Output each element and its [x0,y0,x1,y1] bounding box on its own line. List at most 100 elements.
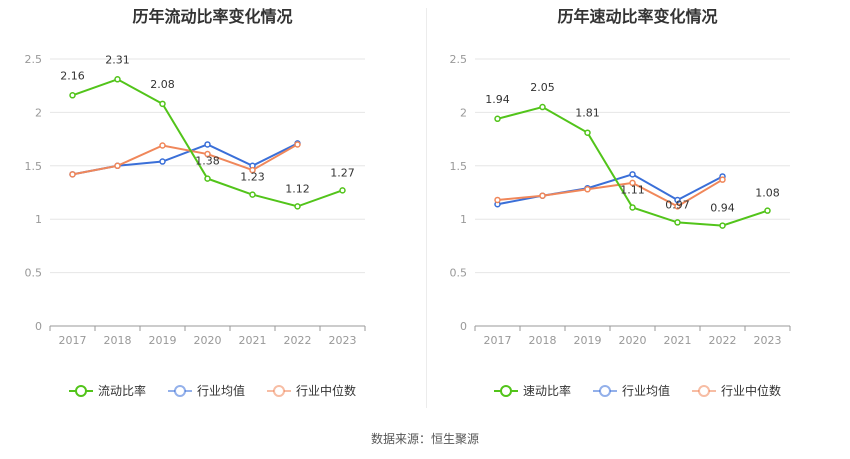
x-tick-label: 2020 [619,334,647,347]
data-point [69,171,76,178]
data-point [764,207,771,214]
y-tick-label: 2.5 [25,53,43,66]
data-point [204,175,211,182]
legend-swatch-icon [692,384,716,397]
x-tick-label: 2018 [104,334,132,347]
series-line [72,143,298,176]
plot-area: 0 0.5 1 1.5 2 2.5 2017 2018 2019 2020 2021 2022 2023… [450,53,791,347]
legend-swatch-icon [68,384,93,397]
y-tick-label: 1 [460,213,467,226]
series-line [497,178,724,208]
data-label: 2.05 [530,81,555,94]
data-point [159,142,166,149]
x-tick-label: 2021 [664,334,692,347]
x-tick-label: 2023 [754,334,782,347]
data-label: 1.12 [285,182,310,195]
data-label: 1.38 [195,155,220,168]
legend-swatch-icon [167,384,192,397]
data-point [114,162,121,170]
chart-title: 历年速动比率变化情况 [557,7,718,26]
data-source: 数据来源：恒生聚源 [370,432,479,446]
data-point [584,129,591,136]
legend: 流动比率 行业均值 行业中位数 [0,382,425,399]
quick-ratio-chart: 历年速动比率变化情况 0 0.5 1 1.5 2 2.5 2017 2018 2019 2020 2… [425,0,850,420]
x-tick-label: 2019 [149,334,177,347]
legend-item[interactable]: 行业均值 [592,382,670,399]
data-label: 1.11 [620,183,645,196]
y-tick-label: 2 [460,106,467,119]
legend-label: 速动比率 [522,384,571,398]
data-point [629,204,636,211]
data-label: 1.94 [485,93,510,106]
data-point [494,196,501,204]
data-point [249,166,256,174]
data-point [629,179,636,187]
data-label: 2.31 [105,53,130,66]
legend-swatch-icon [267,384,291,397]
legend-item[interactable]: 流动比率 [68,382,146,399]
x-tick-label: 2017 [59,334,87,347]
data-point [674,196,681,204]
legend-swatch-icon [493,384,518,397]
x-tick-label: 2019 [574,334,602,347]
data-point [204,150,211,158]
chart-divider [426,8,427,408]
legend-label: 行业中位数 [721,384,782,398]
legend-label: 行业均值 [196,384,245,398]
legend-item[interactable]: 行业均值 [167,382,245,399]
y-tick-label: 0 [35,320,42,333]
data-point [69,92,76,99]
data-point [159,100,166,108]
y-tick-label: 0.5 [450,267,468,280]
data-point [629,171,636,178]
legend-item[interactable]: 行业中位数 [692,382,781,399]
data-label: 2.16 [60,69,85,82]
x-tick-label: 2018 [529,334,557,347]
data-point [494,115,501,123]
y-tick-label: 2.5 [450,53,468,66]
legend-label: 行业中位数 [296,384,357,398]
legend-item[interactable]: 行业中位数 [267,382,356,399]
data-point [674,219,681,226]
data-label: 1.81 [575,107,600,120]
data-point [539,192,546,199]
data-label: 0.97 [665,198,690,211]
legend-swatch-icon [592,384,617,397]
x-tick-label: 2022 [709,334,737,347]
legend-item[interactable]: 速动比率 [493,382,571,399]
plot-area: 0 0.5 1 1.5 2 2.5 2017 2018 2019 2020 2021 2022 2023… [25,53,366,347]
y-tick-label: 0.5 [25,267,43,280]
x-tick-label: 2023 [329,334,357,347]
data-label: 1.23 [240,171,265,184]
data-point [114,76,121,83]
data-point [539,103,546,111]
data-point [674,203,681,210]
x-tick-label: 2020 [194,334,222,347]
data-point [249,191,256,198]
data-point [159,158,166,165]
data-label: 1.08 [755,187,780,200]
y-tick-label: 2 [35,106,42,119]
data-point [584,186,591,193]
y-tick-label: 0 [460,320,467,333]
legend-label: 流动比率 [97,384,146,398]
data-point [719,222,726,229]
y-tick-label: 1.5 [25,160,43,173]
data-label: 0.94 [710,202,735,215]
data-point [294,203,301,210]
data-label: 1.27 [330,166,355,179]
x-tick-label: 2022 [284,334,312,347]
legend: 速动比率 行业均值 行业中位数 [425,382,850,399]
y-tick-label: 1.5 [450,160,468,173]
data-point [339,187,346,194]
x-tick-label: 2021 [239,334,267,347]
chart-title: 历年流动比率变化情况 [132,7,293,26]
data-point [719,176,726,183]
data-point [294,141,301,148]
legend-label: 行业均值 [621,384,670,398]
data-point [204,141,211,148]
current-ratio-chart: 历年流动比率变化情况 0 0.5 1 1.5 2 2.5 2017 2018 2019 2020 2… [0,0,425,420]
y-tick-label: 1 [35,213,42,226]
data-label: 2.08 [150,78,175,91]
x-tick-label: 2017 [484,334,512,347]
